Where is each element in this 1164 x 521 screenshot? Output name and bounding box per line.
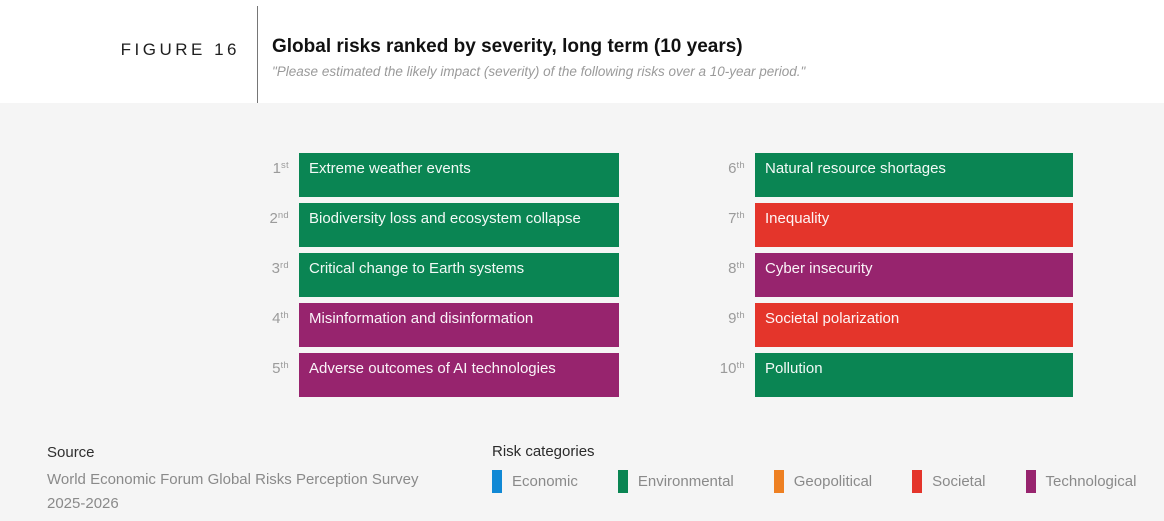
economic-swatch (492, 470, 502, 493)
legend-label: Technological (1045, 473, 1137, 490)
legend-item-technological: Technological (1025, 470, 1137, 493)
rank-ordinal: st (281, 160, 289, 171)
rank-label: 8th (650, 253, 755, 297)
legend-label: Societal (932, 473, 986, 490)
risk-bar: Misinformation and disinformation (299, 303, 619, 347)
risk-bar-label: Extreme weather events (309, 160, 471, 177)
rank-number: 7 (728, 210, 737, 227)
legend-item-geopolitical: Geopolitical (773, 470, 873, 493)
rank-label: 6th (650, 153, 755, 197)
rank-number: 3 (271, 260, 280, 277)
rank-number: 10 (719, 360, 737, 377)
risk-bar: Pollution (755, 353, 1073, 397)
rank-number: 4 (272, 310, 281, 327)
risk-bar-label: Cyber insecurity (765, 260, 873, 277)
geopolitical-swatch (773, 470, 784, 493)
rank-ordinal: th (736, 160, 745, 171)
risk-bar-label: Natural resource shortages (765, 160, 946, 177)
risk-categories-legend: Risk categories Economic Environmental G… (492, 443, 1136, 493)
risk-bar: Cyber insecurity (755, 253, 1073, 297)
rank-ordinal: th (736, 310, 745, 321)
rank-row-4: 4th Misinformation and disinformation (0, 303, 619, 347)
rank-label: 1st (0, 153, 299, 197)
legend-item-societal: Societal (912, 470, 986, 493)
legend-label: Economic (512, 473, 578, 490)
risk-bar-label: Misinformation and disinformation (309, 310, 534, 327)
risk-bar: Natural resource shortages (755, 153, 1073, 197)
legend-label: Environmental (637, 473, 734, 490)
risk-bar: Extreme weather events (299, 153, 619, 197)
rank-ordinal: nd (277, 210, 289, 221)
source-block: Source World Economic Forum Global Risks… (47, 444, 419, 515)
rank-row-8: 8th Cyber insecurity (650, 253, 1073, 297)
chart-subtitle: "Please estimated the likely impact (sev… (272, 64, 806, 79)
ranking-column-left: 1st Extreme weather events 2nd Biodivers… (0, 153, 619, 403)
rank-ordinal: th (736, 260, 745, 271)
risk-bar-label: Inequality (765, 210, 830, 227)
rank-number: 1 (272, 160, 281, 177)
rank-label: 3rd (0, 253, 299, 297)
rank-label: 4th (0, 303, 299, 347)
legend-items: Economic Environmental Geopolitical Soci… (492, 470, 1136, 493)
rank-number: 8 (728, 260, 737, 277)
risk-bar: Inequality (755, 203, 1073, 247)
rank-label: 9th (650, 303, 755, 347)
source-line-2: 2025-2026 (47, 494, 119, 512)
legend-title: Risk categories (492, 443, 595, 460)
environmental-swatch (617, 470, 628, 493)
risk-bar-label: Societal polarization (765, 310, 900, 327)
rank-row-1: 1st Extreme weather events (0, 153, 619, 197)
rank-row-3: 3rd Critical change to Earth systems (0, 253, 619, 297)
legend-item-economic: Economic (492, 470, 578, 493)
risk-bar: Adverse outcomes of AI technologies (299, 353, 619, 397)
societal-swatch (912, 470, 923, 493)
rank-row-2: 2nd Biodiversity loss and ecosystem coll… (0, 203, 619, 247)
risk-bar-label: Critical change to Earth systems (309, 260, 525, 277)
risk-bar: Critical change to Earth systems (299, 253, 619, 297)
rank-row-7: 7th Inequality (650, 203, 1073, 247)
rank-row-5: 5th Adverse outcomes of AI technologies (0, 353, 619, 397)
risk-bar: Biodiversity loss and ecosystem collapse (299, 203, 619, 247)
figure-number-label: FIGURE 16 (120, 40, 240, 59)
rank-row-6: 6th Natural resource shortages (650, 153, 1073, 197)
rank-ordinal: th (736, 210, 745, 221)
rank-number: 5 (272, 360, 281, 377)
rank-ordinal: th (736, 360, 745, 371)
ranking-column-right: 6th Natural resource shortages 7th Inequ… (650, 153, 1073, 403)
rank-ordinal: rd (279, 260, 289, 271)
rank-label: 5th (0, 353, 299, 397)
legend-item-environmental: Environmental (617, 470, 734, 493)
rank-label: 10th (650, 353, 755, 397)
chart-title: Global risks ranked by severity, long te… (272, 36, 743, 57)
rank-ordinal: th (280, 360, 289, 371)
rank-number: 2 (269, 210, 278, 227)
source-heading: Source (47, 444, 95, 461)
source-line-1: World Economic Forum Global Risks Percep… (47, 471, 419, 488)
legend-label: Geopolitical (793, 473, 873, 490)
risk-bar-label: Biodiversity loss and ecosystem collapse (309, 210, 581, 227)
rank-label: 7th (650, 203, 755, 247)
technological-swatch (1025, 470, 1036, 493)
risk-bar: Societal polarization (755, 303, 1073, 347)
risk-bar-label: Adverse outcomes of AI technologies (309, 360, 556, 377)
rank-label: 2nd (0, 203, 299, 247)
rank-ordinal: th (280, 310, 289, 321)
rank-number: 9 (728, 310, 737, 327)
rank-row-9: 9th Societal polarization (650, 303, 1073, 347)
header-divider (257, 6, 258, 103)
rank-number: 6 (728, 160, 737, 177)
rank-row-10: 10th Pollution (650, 353, 1073, 397)
risk-bar-label: Pollution (765, 360, 823, 377)
